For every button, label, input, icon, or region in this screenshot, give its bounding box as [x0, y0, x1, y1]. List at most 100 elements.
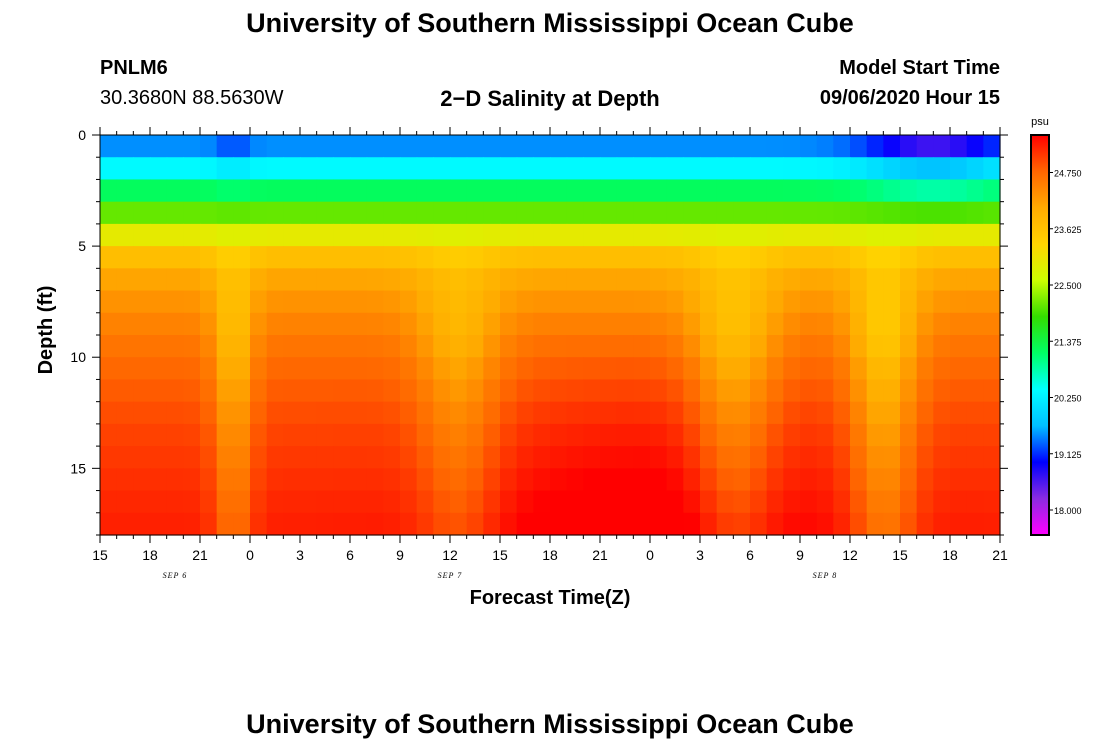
heatmap-cell: [950, 512, 968, 536]
heatmap-cell: [566, 268, 584, 292]
heatmap-cell: [366, 246, 384, 269]
heatmap-cell: [900, 423, 918, 447]
heatmap-cell: [366, 446, 384, 469]
heatmap-cell: [933, 446, 951, 469]
heatmap-cell: [450, 246, 468, 269]
heatmap-cell: [283, 357, 301, 381]
heatmap-cell: [783, 335, 801, 358]
colorbar-tick-label: 19.125: [1054, 450, 1082, 460]
heatmap-cell: [850, 423, 868, 447]
heatmap-cell: [500, 357, 518, 381]
heatmap-cell: [383, 357, 401, 381]
heatmap-cell: [616, 135, 634, 158]
heatmap-cell: [283, 135, 301, 158]
heatmap-cell: [933, 490, 951, 514]
heatmap-cell: [916, 157, 934, 181]
heatmap-cell: [916, 512, 934, 536]
heatmap-cell: [883, 401, 901, 425]
heatmap-cell: [816, 379, 834, 403]
colorbar-tick-label: 18.000: [1054, 506, 1082, 516]
heatmap-cell: [966, 446, 984, 469]
x-tick-label: 15: [492, 547, 508, 563]
heatmap-cell: [116, 135, 134, 158]
heatmap-cell: [600, 512, 618, 536]
heatmap-cell: [783, 157, 801, 181]
heatmap-cell: [683, 423, 701, 447]
heatmap-cell: [883, 512, 901, 536]
heatmap-cell: [233, 423, 251, 447]
heatmap-cell: [883, 490, 901, 514]
heatmap-cell: [866, 423, 884, 447]
heatmap-cell: [516, 335, 534, 358]
heatmap-cell: [966, 223, 984, 247]
heatmap-cell: [316, 401, 334, 425]
heatmap-cell: [883, 468, 901, 492]
heatmap-cell: [300, 423, 318, 447]
heatmap-cell: [950, 223, 968, 247]
colorbar: [1030, 134, 1050, 536]
heatmap-cell: [400, 135, 418, 158]
heatmap-cell: [450, 401, 468, 425]
heatmap-cell: [583, 179, 601, 203]
heatmap-cell: [666, 379, 684, 403]
heatmap-cell: [133, 157, 151, 181]
heatmap-cell: [783, 379, 801, 403]
heatmap-cell: [250, 157, 268, 181]
heatmap-cell: [583, 423, 601, 447]
heatmap-cell: [816, 468, 834, 492]
heatmap-cell: [283, 490, 301, 514]
heatmap-cell: [700, 468, 718, 492]
heatmap-cell: [400, 268, 418, 292]
heatmap-cell: [700, 357, 718, 381]
heatmap-cell: [500, 490, 518, 514]
heatmap-cell: [733, 335, 751, 358]
heatmap-cell: [500, 423, 518, 447]
heatmap-cell: [483, 201, 501, 225]
heatmap-cell: [933, 290, 951, 314]
heatmap-cell: [350, 468, 368, 492]
heatmap-cell: [350, 312, 368, 336]
y-tick-label: 0: [78, 127, 86, 143]
heatmap-cell: [666, 490, 684, 514]
heatmap-cell: [383, 135, 401, 158]
heatmap-cell: [366, 223, 384, 247]
heatmap-cell: [616, 468, 634, 492]
heatmap-cell: [933, 312, 951, 336]
heatmap-cell: [500, 446, 518, 469]
heatmap-cell: [933, 201, 951, 225]
heatmap-cell: [550, 468, 568, 492]
heatmap-cell: [616, 357, 634, 381]
heatmap-cell: [533, 468, 551, 492]
heatmap-cell: [566, 357, 584, 381]
heatmap-cell: [633, 290, 651, 314]
heatmap-cell: [116, 201, 134, 225]
heatmap-cell: [200, 290, 218, 314]
heatmap-cell: [233, 357, 251, 381]
heatmap-cell: [716, 401, 734, 425]
heatmap-cell: [366, 201, 384, 225]
heatmap-cell: [466, 312, 484, 336]
heatmap-cell: [416, 379, 434, 403]
heatmap-cell: [433, 312, 451, 336]
heatmap-cell: [900, 357, 918, 381]
heatmap-cell: [650, 335, 668, 358]
heatmap-cell: [933, 135, 951, 158]
heatmap-cell: [816, 357, 834, 381]
heatmap-cell: [466, 401, 484, 425]
page-title-bottom: University of Southern Mississippi Ocean…: [246, 709, 854, 739]
heatmap-cell: [850, 157, 868, 181]
heatmap-cell: [933, 379, 951, 403]
heatmap-cell: [116, 312, 134, 336]
heatmap-cell: [650, 135, 668, 158]
heatmap-cell: [333, 312, 351, 336]
heatmap-cell: [883, 446, 901, 469]
heatmap-cell: [533, 268, 551, 292]
heatmap-cell: [600, 246, 618, 269]
heatmap-cell: [416, 268, 434, 292]
heatmap-cell: [266, 446, 284, 469]
heatmap-cell: [966, 379, 984, 403]
heatmap-cell: [283, 401, 301, 425]
heatmap-cell: [500, 379, 518, 403]
heatmap-cell: [616, 312, 634, 336]
heatmap-cell: [350, 357, 368, 381]
